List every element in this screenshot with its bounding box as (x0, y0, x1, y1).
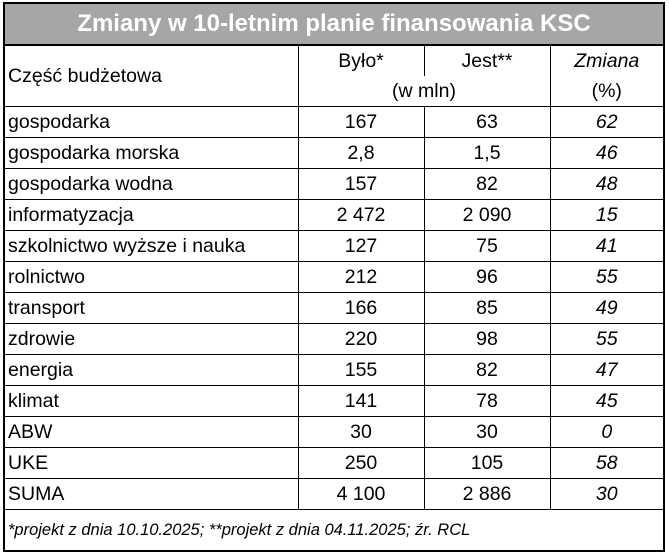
row-was: 2 472 (297, 199, 425, 231)
table-row: szkolnictwo wyższe i nauka 127 75 41 (3, 230, 665, 262)
row-name: informatyzacja (3, 199, 299, 231)
table-row: gospodarka wodna 157 82 48 (3, 168, 665, 200)
table-title: Zmiany w 10-letnim planie finansowania K… (2, 2, 666, 46)
row-was: 127 (297, 230, 425, 262)
row-change: 0 (549, 416, 665, 448)
row-change: 55 (549, 261, 665, 293)
row-is: 78 (423, 385, 551, 417)
row-is: 75 (423, 230, 551, 262)
row-change: 58 (549, 447, 665, 479)
table-row: SUMA 4 100 2 886 30 (3, 478, 665, 510)
row-was: 166 (297, 292, 425, 324)
row-change: 47 (549, 354, 665, 386)
header-unit-amount: (w mln) (297, 76, 551, 107)
table-row: gospodarka morska 2,8 1,5 46 (3, 137, 665, 169)
row-was: 141 (297, 385, 425, 417)
row-change: 62 (549, 106, 665, 138)
row-is: 82 (423, 168, 551, 200)
header-is: Jest** (423, 44, 551, 76)
table-row: zdrowie 220 98 55 (3, 323, 665, 355)
footnote: *projekt z dnia 10.10.2025; **projekt z … (3, 509, 665, 552)
row-name: SUMA (3, 478, 299, 510)
row-is: 1,5 (423, 137, 551, 169)
row-name: gospodarka wodna (3, 168, 299, 200)
header-part: Część budżetowa (3, 44, 299, 107)
row-name: gospodarka morska (3, 137, 299, 169)
row-name: gospodarka (3, 106, 299, 138)
row-was: 157 (297, 168, 425, 200)
title-row: Zmiany w 10-letnim planie finansowania K… (2, 2, 666, 46)
table-row: gospodarka 167 63 62 (3, 106, 665, 138)
row-was: 250 (297, 447, 425, 479)
table-body: gospodarka 167 63 62 gospodarka morska 2,8 1,5… (3, 106, 665, 510)
row-was: 2,8 (297, 137, 425, 169)
row-name: UKE (3, 447, 299, 479)
row-is: 63 (423, 106, 551, 138)
header-unit-pct: (%) (549, 76, 665, 107)
table-row: informatyzacja 2 472 2 090 15 (3, 199, 665, 231)
row-was: 212 (297, 261, 425, 293)
table-row: klimat 141 78 45 (3, 385, 665, 417)
row-name: energia (3, 354, 299, 386)
row-name: szkolnictwo wyższe i nauka (3, 230, 299, 262)
row-is: 98 (423, 323, 551, 355)
row-name: zdrowie (3, 323, 299, 355)
row-change: 55 (549, 323, 665, 355)
table-row: ABW 30 30 0 (3, 416, 665, 448)
header-unit-row: (w mln) (%) (4, 76, 665, 107)
header-row: Część budżetowa Było* Jest** Zmiana (3, 44, 665, 107)
row-name: ABW (3, 416, 299, 448)
row-change: 41 (549, 230, 665, 262)
row-change: 30 (549, 478, 665, 510)
row-change: 45 (549, 385, 665, 417)
table-row: rolnictwo 212 96 55 (3, 261, 665, 293)
row-name: klimat (3, 385, 299, 417)
row-was: 4 100 (297, 478, 425, 510)
row-is: 2 090 (423, 199, 551, 231)
row-was: 167 (297, 106, 425, 138)
row-is: 105 (423, 447, 551, 479)
row-change: 46 (549, 137, 665, 169)
row-was: 220 (297, 323, 425, 355)
row-is: 96 (423, 261, 551, 293)
table-row: UKE 250 105 58 (3, 447, 665, 479)
header-was: Było* (297, 44, 425, 76)
row-is: 30 (423, 416, 551, 448)
footnote-row: *projekt z dnia 10.10.2025; **projekt z … (3, 509, 665, 552)
table-row: transport 166 85 49 (3, 292, 665, 324)
row-name: rolnictwo (3, 261, 299, 293)
row-change: 48 (549, 168, 665, 200)
row-is: 2 886 (423, 478, 551, 510)
header-change: Zmiana (549, 44, 665, 76)
row-was: 155 (297, 354, 425, 386)
row-name: transport (3, 292, 299, 324)
table-row: energia 155 82 47 (3, 354, 665, 386)
row-change: 49 (549, 292, 665, 324)
row-change: 15 (549, 199, 665, 231)
row-is: 85 (423, 292, 551, 324)
row-was: 30 (297, 416, 425, 448)
row-is: 82 (423, 354, 551, 386)
